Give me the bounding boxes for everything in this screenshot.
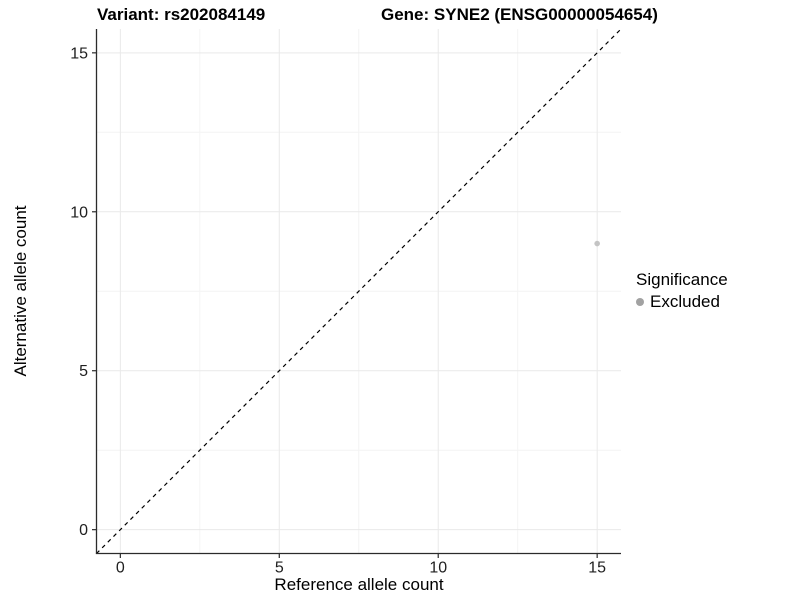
variant-title: Variant: rs202084149 xyxy=(97,5,266,24)
excluded-dot-icon xyxy=(636,298,644,306)
data-point xyxy=(594,240,600,247)
x-tick-label: 0 xyxy=(116,560,125,577)
y-tick-label: 15 xyxy=(70,45,88,62)
gene-title: Gene: SYNE2 (ENSG00000054654) xyxy=(381,5,658,24)
identity-line xyxy=(96,28,622,554)
x-tick-label: 5 xyxy=(275,560,284,577)
y-tick-label: 10 xyxy=(70,204,88,221)
legend-title: Significance xyxy=(636,270,728,289)
y-tick-label: 0 xyxy=(79,522,88,539)
legend-item-label: Excluded xyxy=(650,292,720,311)
x-axis-title: Reference allele count xyxy=(274,575,444,594)
x-tick-label: 10 xyxy=(429,560,447,577)
legend-item-excluded: Excluded xyxy=(636,292,728,312)
x-tick-label: 15 xyxy=(588,560,606,577)
y-tick-label: 5 xyxy=(79,363,88,380)
y-axis-title: Alternative allele count xyxy=(11,205,30,377)
legend: Significance Excluded xyxy=(636,270,728,312)
